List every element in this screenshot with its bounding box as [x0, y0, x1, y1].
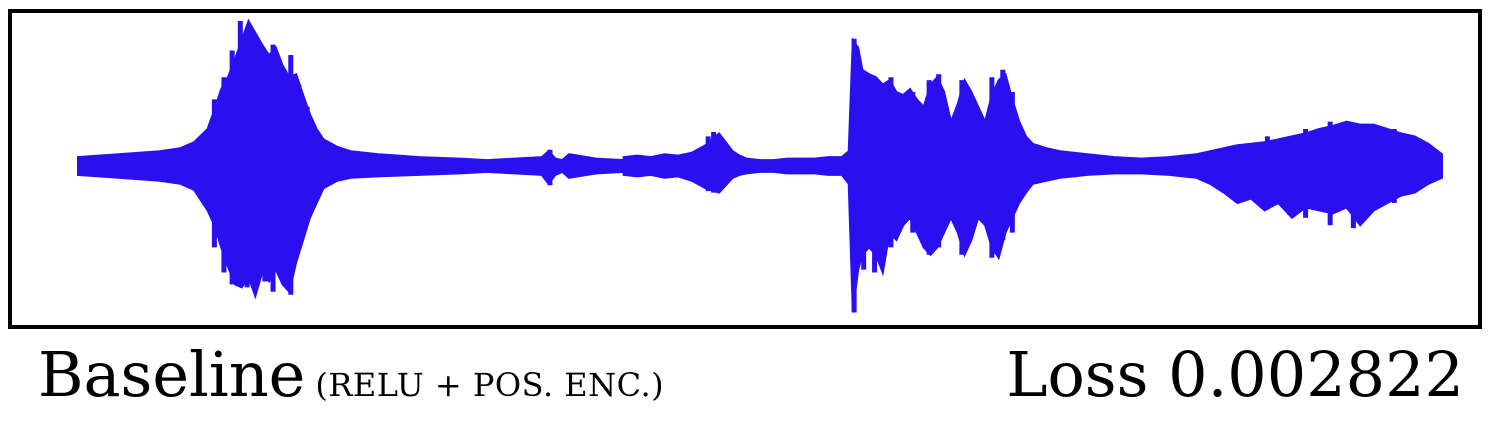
method-detail: (RELU + POS. ENC.) — [315, 366, 665, 404]
method-name: Baseline — [38, 338, 306, 411]
waveform-chart — [77, 18, 1443, 313]
waveform-plot-frame — [8, 9, 1482, 329]
caption-method: Baseline (RELU + POS. ENC.) — [38, 344, 664, 406]
waveform-envelope — [77, 18, 1443, 312]
loss-value: Loss 0.002822 — [1006, 338, 1464, 411]
waveform-spikes — [211, 20, 1397, 313]
